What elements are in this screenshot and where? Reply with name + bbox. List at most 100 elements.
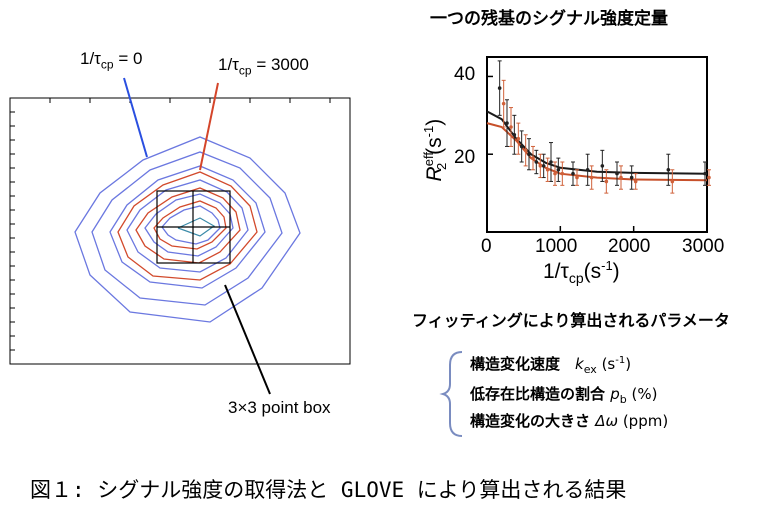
point-box	[156, 190, 231, 264]
y-axis-label-sup2: -1	[420, 125, 436, 138]
contours-tcp3000	[117, 171, 258, 281]
label-point-box: 3×3 point box	[228, 398, 331, 417]
x-tick-2000: 2000	[608, 236, 651, 257]
fit-title: フィッティングにより算出されるパラメータ	[412, 311, 730, 330]
x-tick-1000: 1000	[535, 236, 578, 257]
data-point-0-15	[703, 171, 707, 176]
param-kex: 構造変化速度 kex (s-1)	[470, 353, 631, 376]
param-kex-text: 構造変化速度	[470, 355, 576, 373]
y-axis-label-end: )	[422, 118, 446, 126]
param-pb-text: 低存在比構造の割合	[470, 385, 611, 403]
data-point-0-12	[615, 171, 619, 176]
data-point-1-11	[604, 179, 609, 184]
x-axis-label: 1/τcp(s-1)	[543, 258, 620, 286]
param-bracket	[439, 351, 463, 437]
param-kex-sup: -1	[615, 355, 626, 366]
label-tcp0-pre: 1/τ	[80, 49, 101, 68]
leader-box	[224, 284, 271, 395]
contour-red-3	[153, 200, 227, 250]
param-pb-unit: (%)	[626, 385, 658, 403]
data-point-1-10	[589, 175, 594, 180]
y-tick-20: 20	[454, 147, 476, 168]
data-point-0-8	[556, 167, 561, 172]
data-point-0-0	[497, 86, 502, 90]
label-tcp0-sub: cp	[100, 57, 114, 72]
label-tcp3000-pre: 1/τ	[218, 55, 239, 74]
data-point-1-1	[509, 125, 513, 129]
label-tcp3000-sub: cp	[238, 63, 252, 78]
param-pb-sym: p	[610, 385, 620, 403]
data-point-0-9	[571, 171, 575, 176]
x-axis-label-pre: 1/τ	[543, 260, 569, 283]
y-axis-label-post: (s	[422, 137, 446, 155]
contour-blue-3	[109, 165, 266, 289]
data-point-1-13	[633, 179, 638, 184]
contour-blue-4	[126, 179, 249, 273]
data-point-1-3	[523, 148, 528, 153]
contours-tcp0	[74, 136, 301, 323]
param-dw-unit: (ppm)	[618, 412, 669, 430]
data-point-0-5	[534, 160, 539, 164]
data-point-1-12	[619, 175, 623, 180]
x-axis-label-end: )	[612, 260, 620, 283]
param-dw: 構造変化の大きさ Δω (ppm)	[470, 410, 668, 431]
data-point-1-8	[560, 171, 565, 176]
contour-frame-ticks	[10, 98, 331, 351]
data-point-1-5	[538, 164, 543, 168]
data-point-0-1	[505, 121, 509, 125]
chart-frame	[486, 56, 708, 233]
data-point-0-4	[527, 152, 531, 157]
data-point-0-3	[519, 144, 524, 149]
x-axis-label-sup: -1	[601, 258, 613, 273]
chart-title: 一つの残基のシグナル強度定量	[430, 9, 668, 29]
y-tick-40: 40	[454, 64, 476, 85]
contour-red-1	[117, 171, 258, 281]
param-dw-sym: Δω	[595, 412, 619, 430]
label-tcp0-post: = 0	[113, 49, 143, 68]
param-pb: 低存在比構造の割合 pb (%)	[470, 383, 657, 406]
data-point-1-4	[531, 156, 535, 160]
x-tick-0: 0	[481, 236, 492, 257]
label-tcp3000-post: = 3000	[251, 55, 309, 74]
x-axis-label-sub: cp	[568, 270, 584, 287]
data-point-0-6	[541, 164, 546, 168]
data-point-0-7	[549, 160, 553, 164]
data-point-0-14	[666, 167, 671, 172]
chart-points	[497, 60, 711, 194]
data-point-0-10	[585, 167, 590, 172]
contour-blue-2	[91, 151, 283, 306]
data-point-0-2	[512, 132, 517, 137]
contour-red-2	[135, 187, 241, 264]
x-axis-label-post: (s	[583, 260, 602, 283]
param-kex-sub: ex	[583, 363, 597, 376]
figure-caption: 図１: シグナル強度の取得法と GLOVE により算出される結果	[30, 478, 627, 502]
y-axis-label-sub: 2	[434, 162, 450, 171]
param-pb-sub: b	[619, 393, 627, 406]
data-point-1-7	[553, 171, 557, 176]
param-kex-unit: (s	[596, 355, 616, 373]
leader-tcp3000	[199, 82, 219, 171]
chart-ticks	[487, 75, 635, 232]
data-point-1-0	[501, 101, 506, 106]
data-point-1-15	[707, 175, 711, 180]
data-point-1-6	[545, 167, 550, 172]
contour-blue-6	[161, 205, 221, 245]
param-kex-sym: k	[575, 355, 584, 373]
contour-blue-5	[144, 193, 234, 257]
data-point-1-9	[575, 175, 579, 180]
param-dw-text: 構造変化の大きさ	[470, 412, 596, 430]
param-kex-end: )	[625, 355, 632, 373]
fit-curve-0	[486, 110, 708, 175]
contour-blue-1	[74, 136, 301, 323]
chart	[486, 56, 711, 233]
y-axis-label: Reff2(s-1)	[421, 75, 449, 225]
data-point-1-2	[516, 136, 521, 141]
x-tick-3000: 3000	[682, 236, 725, 257]
leader-tcp0	[123, 77, 148, 158]
data-point-1-14	[670, 179, 675, 184]
label-tcp3000: 1/τcp = 3000	[218, 55, 309, 77]
data-point-0-13	[629, 175, 634, 180]
contour-frame	[9, 97, 351, 365]
data-point-0-11	[600, 164, 605, 168]
